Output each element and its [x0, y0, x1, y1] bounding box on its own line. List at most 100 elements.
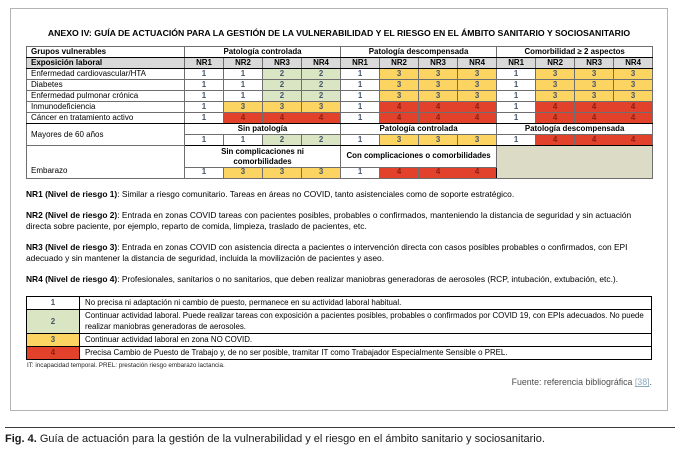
- risk-cell: 3: [379, 90, 420, 103]
- risk-cell: 3: [574, 68, 615, 81]
- nr-column-header: NR1: [496, 57, 537, 70]
- risk-cell: 3: [457, 90, 498, 103]
- risk-cell: 3: [574, 79, 615, 92]
- risk-cell: 1: [496, 79, 537, 92]
- risk-cell: 1: [340, 134, 381, 147]
- section-header: Patología descompensada: [340, 46, 498, 59]
- risk-cell: 1: [496, 101, 537, 114]
- table-row: 2 Continuar actividad laboral. Puede real…: [26, 309, 652, 334]
- nr-column-header: NR4: [457, 57, 498, 70]
- risk-cell: 1: [340, 68, 381, 81]
- risk-cell: 3: [223, 101, 263, 114]
- risk-cell: 1: [223, 68, 263, 81]
- section-header: Comorbilidad ≥ 2 aspectos: [496, 46, 654, 59]
- risk-cell: 3: [223, 166, 263, 179]
- nr-column-header: NR3: [262, 57, 302, 70]
- risk-note-text: : Similar a riesgo comunitario. Tareas e…: [117, 188, 515, 199]
- risk-cell: 4: [418, 166, 459, 179]
- vulnerability-risk-table: Grupos vulnerables Patología controlada Pa…: [26, 46, 654, 179]
- risk-cell: 4: [613, 112, 654, 125]
- sub-section-header: Patología descompensada: [496, 123, 654, 136]
- risk-cell: 1: [184, 90, 224, 103]
- risk-cell: 1: [184, 101, 224, 114]
- nr-column-header: NR3: [574, 57, 615, 70]
- risk-cell: 3: [379, 79, 420, 92]
- risk-cell: 3: [535, 90, 576, 103]
- risk-cell: 1: [340, 112, 381, 125]
- risk-note: NR4 (Nivel de riesgo 4): Profesionales, …: [26, 274, 652, 285]
- row-label: Inmunodeficiencia: [26, 101, 185, 114]
- risk-cell: 3: [418, 79, 459, 92]
- risk-cell: 4: [535, 112, 576, 125]
- risk-cell: 4: [379, 112, 420, 125]
- risk-cell: 4: [379, 101, 420, 114]
- risk-cell: 1: [223, 134, 263, 147]
- risk-cell: 4: [300, 112, 342, 125]
- risk-cell: 3: [613, 90, 654, 103]
- risk-cell: 2: [300, 90, 342, 103]
- risk-note: NR1 (Nivel de riesgo 1): Similar a riesg…: [26, 189, 652, 200]
- caption-text: Guía de actuación para la gestión de la …: [36, 433, 545, 445]
- risk-cell: 1: [340, 90, 381, 103]
- risk-cell: 1: [340, 101, 381, 114]
- table-row: Inmunodeficiencia 1 3 3 3 1 4 4 4 1 4 4 4: [26, 101, 654, 114]
- legend-value-cell: 3: [26, 332, 80, 348]
- risk-cell: 3: [262, 166, 302, 179]
- groups-header: Grupos vulnerables: [26, 46, 185, 59]
- empty-cell: [496, 145, 654, 179]
- figure-label: Fig. 4.: [5, 433, 37, 445]
- risk-cell: 3: [574, 90, 615, 103]
- risk-cell: 3: [457, 134, 498, 147]
- risk-cell: 4: [223, 112, 263, 125]
- table-row: Embarazo Sin complicaciones ni comorbilid…: [26, 145, 654, 179]
- risk-cell: 1: [496, 112, 537, 125]
- risk-cell: 3: [379, 68, 420, 81]
- risk-cell: 4: [535, 134, 576, 147]
- risk-level-notes: NR1 (Nivel de riesgo 1): Similar a riesg…: [26, 189, 652, 286]
- risk-cell: 2: [262, 79, 302, 92]
- nr-column-header: NR2: [379, 57, 420, 70]
- risk-cell: 4: [418, 112, 459, 125]
- table-row: 4 Precisa Cambio de Puesto de Trabajo y, …: [26, 346, 652, 361]
- risk-note-text: : Entrada en zonas COVID con asistencia …: [26, 241, 628, 263]
- risk-note-lead: NR3 (Nivel de riesgo 3): [26, 241, 118, 252]
- figure-caption: Fig. 4. Guía de actuación para la gestió…: [5, 433, 675, 445]
- row-label: Enfermedad pulmonar crónica: [26, 90, 185, 103]
- risk-cell: 3: [457, 68, 498, 81]
- nr-column-header: NR4: [300, 57, 342, 70]
- risk-cell: 2: [262, 90, 302, 103]
- risk-cell: 4: [457, 166, 498, 179]
- sub-section-header: Con complicaciones o comorbilidades: [340, 145, 498, 168]
- risk-cell: 4: [613, 134, 654, 147]
- risk-cell: 2: [262, 134, 302, 147]
- risk-cell: 1: [340, 166, 381, 179]
- nr-column-header: NR4: [613, 57, 654, 70]
- table-row: Exposición laboral NR1 NR2 NR3 NR4 NR1 NR2 NR3 N…: [26, 57, 654, 70]
- risk-cell: 4: [535, 101, 576, 114]
- row-label: Mayores de 60 años: [26, 123, 185, 147]
- reference-link[interactable]: [38]: [634, 377, 650, 388]
- risk-cell: 3: [613, 79, 654, 92]
- risk-cell: 4: [613, 101, 654, 114]
- risk-cell: 3: [418, 134, 459, 147]
- table-row: 3 Continuar actividad laboral en zona NO …: [26, 332, 652, 348]
- risk-note-lead: NR2 (Nivel de riesgo 2): [26, 209, 118, 220]
- risk-note: NR3 (Nivel de riesgo 3): Entrada en zona…: [26, 242, 652, 264]
- abbreviations-footnote: IT: incapacidad temporal. PREL: prestaci…: [27, 362, 225, 370]
- annex-title: ANEXO IV: GUÍA DE ACTUACIÓN PARA LA GEST…: [47, 28, 631, 38]
- risk-cell: 2: [300, 79, 342, 92]
- risk-note-lead: NR1 (Nivel de riesgo 1): [26, 188, 118, 199]
- nr-column-header: NR1: [340, 57, 381, 70]
- exposure-header: Exposición laboral: [26, 57, 185, 70]
- risk-cell: 4: [574, 134, 615, 147]
- risk-cell: 3: [418, 90, 459, 103]
- risk-cell: 2: [262, 68, 302, 81]
- risk-cell: 4: [574, 101, 615, 114]
- caption-divider: [5, 427, 675, 428]
- risk-note: NR2 (Nivel de riesgo 2): Entrada en zona…: [26, 210, 652, 232]
- risk-cell: 4: [457, 101, 498, 114]
- risk-cell: 2: [300, 134, 342, 147]
- row-label: Diabetes: [26, 79, 185, 92]
- nr-column-header: NR2: [223, 57, 263, 70]
